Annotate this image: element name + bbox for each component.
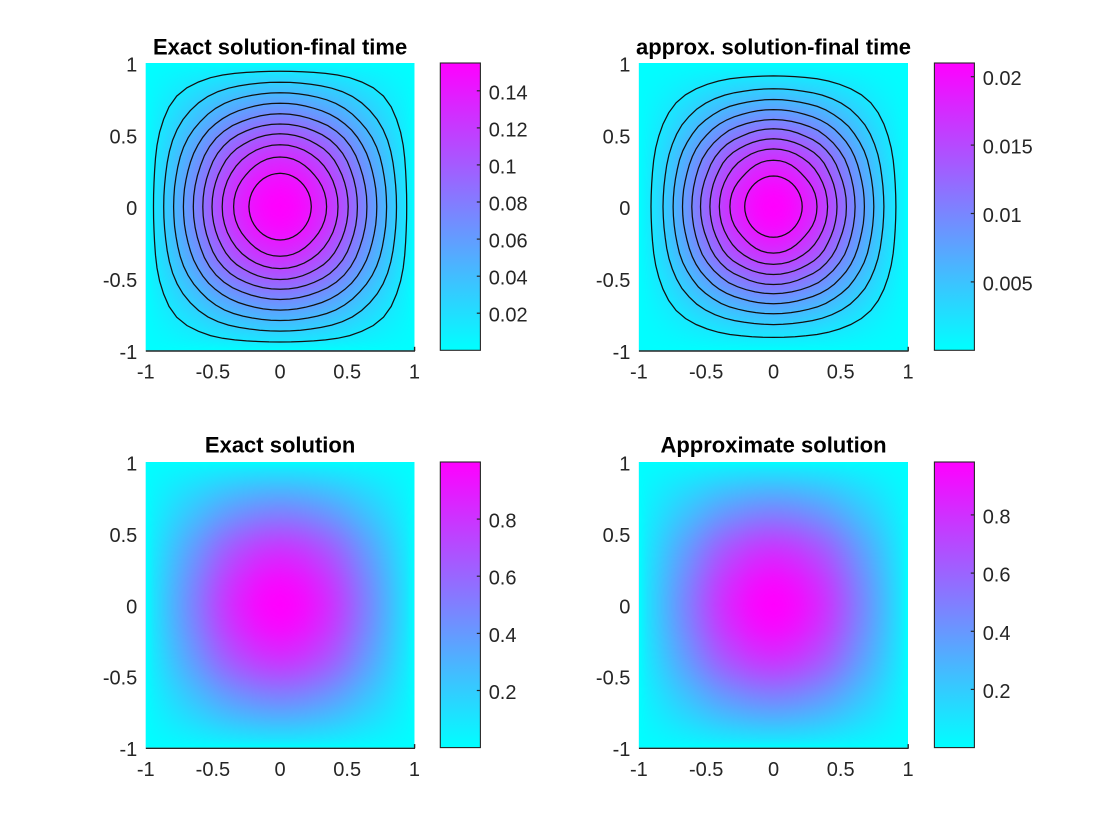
svg-text:Exact solution: Exact solution	[205, 433, 355, 458]
svg-text:-0.5: -0.5	[596, 668, 630, 690]
svg-text:Exact solution-final time: Exact solution-final time	[153, 35, 407, 60]
svg-text:0: 0	[768, 759, 779, 781]
svg-text:-0.5: -0.5	[596, 270, 630, 292]
svg-text:1: 1	[126, 55, 137, 77]
svg-text:1: 1	[126, 454, 137, 476]
svg-text:-0.5: -0.5	[689, 759, 723, 781]
svg-text:approx. solution-final time: approx. solution-final time	[636, 35, 911, 60]
svg-text:-1: -1	[613, 739, 631, 761]
svg-text:0.01: 0.01	[983, 205, 1022, 227]
svg-text:0: 0	[126, 596, 137, 618]
svg-text:0.5: 0.5	[603, 525, 631, 547]
svg-text:0.5: 0.5	[109, 525, 137, 547]
svg-text:-1: -1	[630, 759, 648, 781]
svg-text:0.5: 0.5	[603, 126, 631, 148]
svg-text:0: 0	[275, 362, 286, 384]
svg-text:1: 1	[409, 362, 420, 384]
svg-text:-0.5: -0.5	[103, 668, 137, 690]
svg-text:0.04: 0.04	[489, 268, 528, 290]
svg-text:1: 1	[902, 362, 913, 384]
svg-text:0.4: 0.4	[983, 623, 1011, 645]
svg-text:-0.5: -0.5	[196, 362, 230, 384]
svg-text:0.06: 0.06	[489, 231, 528, 253]
svg-text:1: 1	[902, 759, 913, 781]
svg-text:-1: -1	[137, 362, 155, 384]
svg-text:0.6: 0.6	[983, 565, 1011, 587]
svg-text:0.14: 0.14	[489, 82, 528, 104]
svg-text:0.5: 0.5	[827, 759, 855, 781]
svg-text:0: 0	[768, 362, 779, 384]
svg-text:-0.5: -0.5	[689, 362, 723, 384]
svg-text:0.02: 0.02	[983, 68, 1022, 90]
svg-text:0.5: 0.5	[109, 126, 137, 148]
svg-text:1: 1	[619, 55, 630, 77]
svg-text:0.005: 0.005	[983, 273, 1033, 295]
svg-text:0.08: 0.08	[489, 194, 528, 216]
svg-text:0.5: 0.5	[827, 362, 855, 384]
svg-text:0.6: 0.6	[489, 568, 517, 590]
svg-text:0.2: 0.2	[489, 682, 517, 704]
svg-text:-1: -1	[120, 739, 138, 761]
svg-text:0.4: 0.4	[489, 625, 517, 647]
svg-text:-0.5: -0.5	[196, 759, 230, 781]
svg-text:1: 1	[409, 759, 420, 781]
svg-text:0: 0	[275, 759, 286, 781]
svg-text:0.5: 0.5	[333, 362, 361, 384]
svg-text:0: 0	[619, 596, 630, 618]
svg-text:-1: -1	[613, 342, 631, 364]
svg-text:-0.5: -0.5	[103, 270, 137, 292]
svg-text:Approximate solution: Approximate solution	[660, 433, 886, 458]
svg-text:0.5: 0.5	[333, 759, 361, 781]
svg-text:-1: -1	[120, 342, 138, 364]
svg-text:0: 0	[126, 198, 137, 220]
svg-text:0.1: 0.1	[489, 156, 517, 178]
svg-text:0: 0	[619, 198, 630, 220]
svg-text:0.02: 0.02	[489, 305, 528, 327]
svg-text:-1: -1	[630, 362, 648, 384]
svg-text:0.8: 0.8	[489, 511, 517, 533]
svg-text:-1: -1	[137, 759, 155, 781]
svg-text:0.8: 0.8	[983, 506, 1011, 528]
svg-text:1: 1	[619, 454, 630, 476]
svg-text:0.015: 0.015	[983, 137, 1033, 159]
svg-text:0.2: 0.2	[983, 681, 1011, 703]
svg-text:0.12: 0.12	[489, 119, 528, 141]
